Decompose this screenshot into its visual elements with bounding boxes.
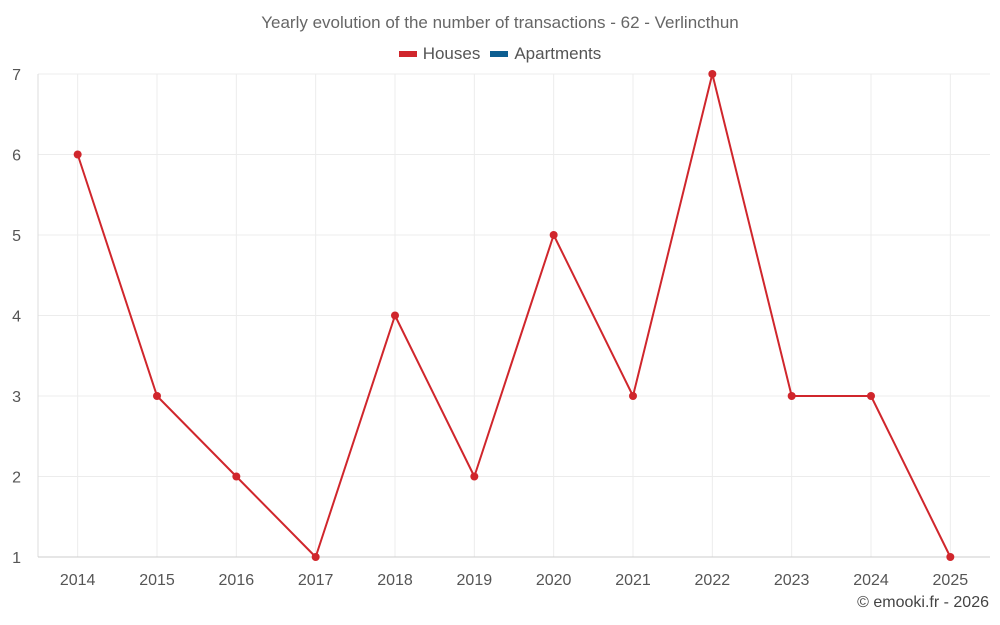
legend-swatch-houses — [398, 51, 417, 57]
x-tick-label: 2024 — [853, 572, 889, 589]
y-tick-label: 1 — [12, 550, 21, 567]
data-point — [73, 150, 82, 159]
y-tick-label: 6 — [12, 148, 21, 165]
data-point — [946, 553, 955, 561]
data-point — [153, 392, 161, 400]
x-tick-label: 2015 — [139, 572, 175, 589]
legend: Houses Apartments — [0, 44, 1000, 64]
x-tick-label: 2021 — [615, 572, 651, 589]
legend-swatch-apartments — [490, 51, 509, 57]
legend-item-apartments[interactable]: Apartments — [490, 44, 601, 64]
y-tick-label: 4 — [12, 309, 21, 326]
x-tick-label: 2025 — [933, 572, 969, 589]
x-tick-label: 2016 — [219, 572, 255, 589]
y-tick-label: 2 — [12, 470, 21, 487]
x-tick-label: 2017 — [298, 572, 334, 589]
x-tick-label: 2022 — [695, 572, 731, 589]
legend-label-houses: Houses — [422, 44, 481, 63]
data-point — [708, 70, 717, 78]
data-point — [629, 392, 637, 400]
x-tick-label: 2018 — [377, 572, 413, 589]
data-point — [549, 231, 558, 239]
y-tick-label: 3 — [12, 389, 21, 406]
data-point — [787, 392, 796, 400]
y-tick-label: 5 — [12, 228, 21, 245]
y-tick-label: 7 — [12, 67, 21, 84]
data-point — [391, 311, 399, 320]
data-point — [470, 472, 479, 481]
legend-item-houses[interactable]: Houses — [398, 44, 481, 64]
x-tick-label: 2019 — [457, 572, 493, 589]
chart-title: Yearly evolution of the number of transa… — [261, 13, 739, 32]
data-point — [232, 472, 241, 481]
series-line-houses — [76, 73, 952, 558]
credit-text: © emooki.fr - 2026 — [857, 594, 989, 611]
legend-label-apartments: Apartments — [514, 44, 602, 63]
x-tick-label: 2020 — [536, 572, 572, 589]
x-tick-label: 2023 — [774, 572, 810, 589]
data-point — [867, 392, 875, 400]
data-point — [311, 553, 320, 561]
x-tick-label: 2014 — [60, 572, 96, 589]
